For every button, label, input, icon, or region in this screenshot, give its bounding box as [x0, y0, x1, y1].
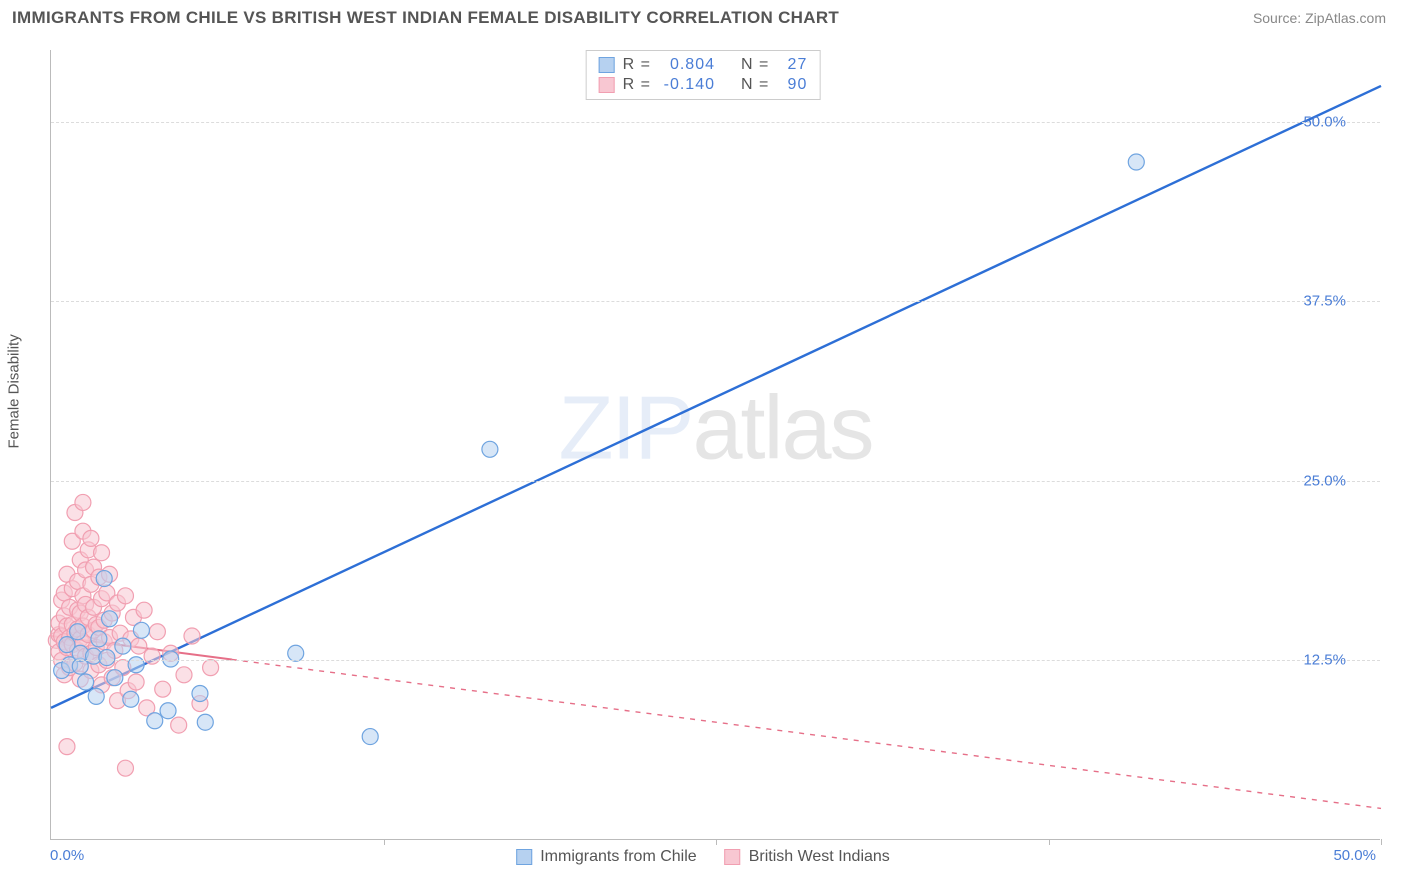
- legend-item-chile: Immigrants from Chile: [516, 848, 696, 866]
- n-value-bwi: 90: [777, 76, 807, 94]
- y-tick-label: 25.0%: [1303, 472, 1346, 489]
- gridline-h: [51, 481, 1380, 482]
- stats-row-bwi: R = -0.140 N = 90: [599, 75, 808, 95]
- y-tick-label: 12.5%: [1303, 652, 1346, 669]
- x-tick: [384, 839, 385, 845]
- swatch-blue: [516, 849, 532, 865]
- r-value-chile: 0.804: [659, 56, 715, 74]
- r-value-bwi: -0.140: [659, 76, 715, 94]
- n-value-chile: 27: [777, 56, 807, 74]
- swatch-pink: [599, 77, 615, 93]
- x-max-label: 50.0%: [1333, 847, 1376, 864]
- x-tick: [1049, 839, 1050, 845]
- series-legend: Immigrants from Chile British West India…: [516, 848, 890, 866]
- chart-title: IMMIGRANTS FROM CHILE VS BRITISH WEST IN…: [12, 8, 839, 28]
- y-tick-label: 37.5%: [1303, 293, 1346, 310]
- source-label: Source: ZipAtlas.com: [1253, 10, 1386, 26]
- y-tick-label: 50.0%: [1303, 113, 1346, 130]
- gridline-h: [51, 122, 1380, 123]
- header: IMMIGRANTS FROM CHILE VS BRITISH WEST IN…: [0, 0, 1406, 40]
- x-origin-label: 0.0%: [50, 847, 84, 864]
- n-label: N =: [741, 76, 769, 94]
- stats-legend-box: R = 0.804 N = 27 R = -0.140 N = 90: [586, 50, 821, 100]
- legend-label-chile: Immigrants from Chile: [540, 848, 696, 866]
- gridline-h: [51, 660, 1380, 661]
- chart-plot-area: ZIPatlas 12.5%25.0%37.5%50.0%: [50, 50, 1380, 840]
- legend-label-bwi: British West Indians: [749, 848, 890, 866]
- stats-row-chile: R = 0.804 N = 27: [599, 55, 808, 75]
- legend-item-bwi: British West Indians: [725, 848, 890, 866]
- r-label: R =: [623, 56, 651, 74]
- r-label: R =: [623, 76, 651, 94]
- x-tick: [716, 839, 717, 845]
- swatch-blue: [599, 57, 615, 73]
- gridline-h: [51, 301, 1380, 302]
- scatter-svg: [51, 50, 1380, 839]
- x-tick: [1381, 839, 1382, 845]
- n-label: N =: [741, 56, 769, 74]
- y-axis-label: Female Disability: [6, 334, 23, 448]
- swatch-pink: [725, 849, 741, 865]
